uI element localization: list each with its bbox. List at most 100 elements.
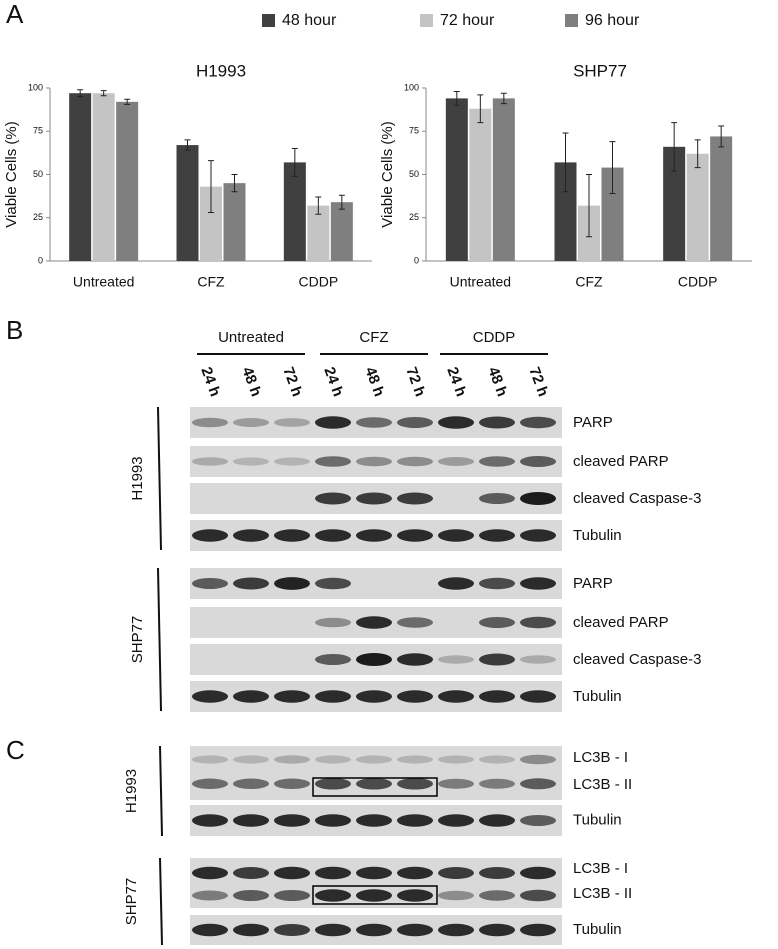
y-tick-label: 50 [409,169,419,179]
error-bar [291,148,298,177]
blot-band [233,755,269,764]
blot-band [192,529,228,542]
blot-band [315,866,351,880]
error-bar [124,98,131,105]
band-label: Tubulin [573,688,622,705]
blot-band [438,529,474,542]
y-tick-label: 25 [409,212,419,222]
x-tick-label: CDDP [298,274,338,290]
band-label: LC3B - I [573,860,628,877]
blot-band [192,417,228,428]
blot-band [397,617,433,628]
blot-band [520,815,556,826]
blot-band [479,529,515,542]
blot-band [479,755,515,764]
blot-band [520,577,556,590]
blot-band [356,814,392,827]
y-axis-label: Viable Cells (%) [3,121,20,227]
blot-band [479,778,515,789]
bar [710,136,733,261]
blot-band [274,529,310,542]
blot-band [479,867,515,879]
blot-band [233,923,269,937]
blot-band [192,690,228,703]
chart-title: SHP77 [573,61,627,80]
blot-band [438,577,474,590]
blot-band [438,778,474,789]
bar [663,146,686,261]
legend-swatch [420,14,433,27]
bracket [159,857,163,946]
bar [69,93,92,261]
blot-band [315,814,351,827]
band-label: LC3B - I [573,749,628,766]
blot-band [315,456,351,467]
bar [283,162,306,261]
group-label: CDDP [473,329,516,346]
error-bar [453,90,460,106]
bar [554,162,577,261]
blot-band [356,653,392,666]
y-axis-label: Viable Cells (%) [379,121,396,227]
cell-line-label: SHP77 [123,878,140,926]
blot-band [274,778,310,790]
blot-band [479,923,515,937]
blot-band [520,889,556,902]
y-tick-label: 100 [28,82,43,92]
blot-band [438,867,474,879]
blot-band [479,890,515,901]
blot-band [233,778,269,790]
blot-band [274,924,310,936]
blot-band [274,866,310,880]
blot-band [233,529,269,542]
blot-band [356,755,392,764]
blot-band [479,690,515,703]
bar [116,101,139,261]
blot-band [233,577,269,590]
blot-band [520,690,556,703]
blot-band [438,755,474,764]
blot-band [192,755,228,764]
blot-band [397,755,433,764]
bar [469,108,492,261]
blot-band [274,755,310,764]
blot-band [192,866,228,880]
blot-band [315,923,351,937]
blot-band [274,890,310,901]
blot-band [438,890,474,901]
blot-band [315,577,351,590]
blot-band [520,778,556,790]
blot-band [233,457,269,466]
error-bar [77,89,84,98]
x-tick-label: Untreated [73,274,134,290]
legend-swatch [565,14,578,27]
bar [686,153,709,261]
blot-band [274,814,310,827]
band-label: cleaved PARP [573,614,669,631]
y-tick-label: 75 [33,126,43,136]
blot-band [233,690,269,703]
legend-label: 48 hour [282,12,337,29]
bar [223,183,246,261]
blot-band [479,456,515,467]
blot-band [315,778,351,790]
blot-band [520,923,556,937]
legend-label: 72 hour [440,12,495,29]
band-label: Tubulin [573,811,622,828]
band-label: PARP [573,575,613,592]
blot-band [192,457,228,466]
band-label: Tubulin [573,527,622,544]
blot-band [520,416,556,429]
error-bar [609,141,616,195]
group-label: Untreated [218,329,284,346]
error-bar [586,174,592,238]
blot-band [438,923,474,937]
blot-band [274,690,310,703]
band-label: PARP [573,414,613,431]
blot-band [438,814,474,827]
blot-band [315,755,351,764]
blot-band [397,529,433,542]
error-bar [718,125,725,148]
blot-band [356,492,392,505]
blot-band [356,456,392,467]
